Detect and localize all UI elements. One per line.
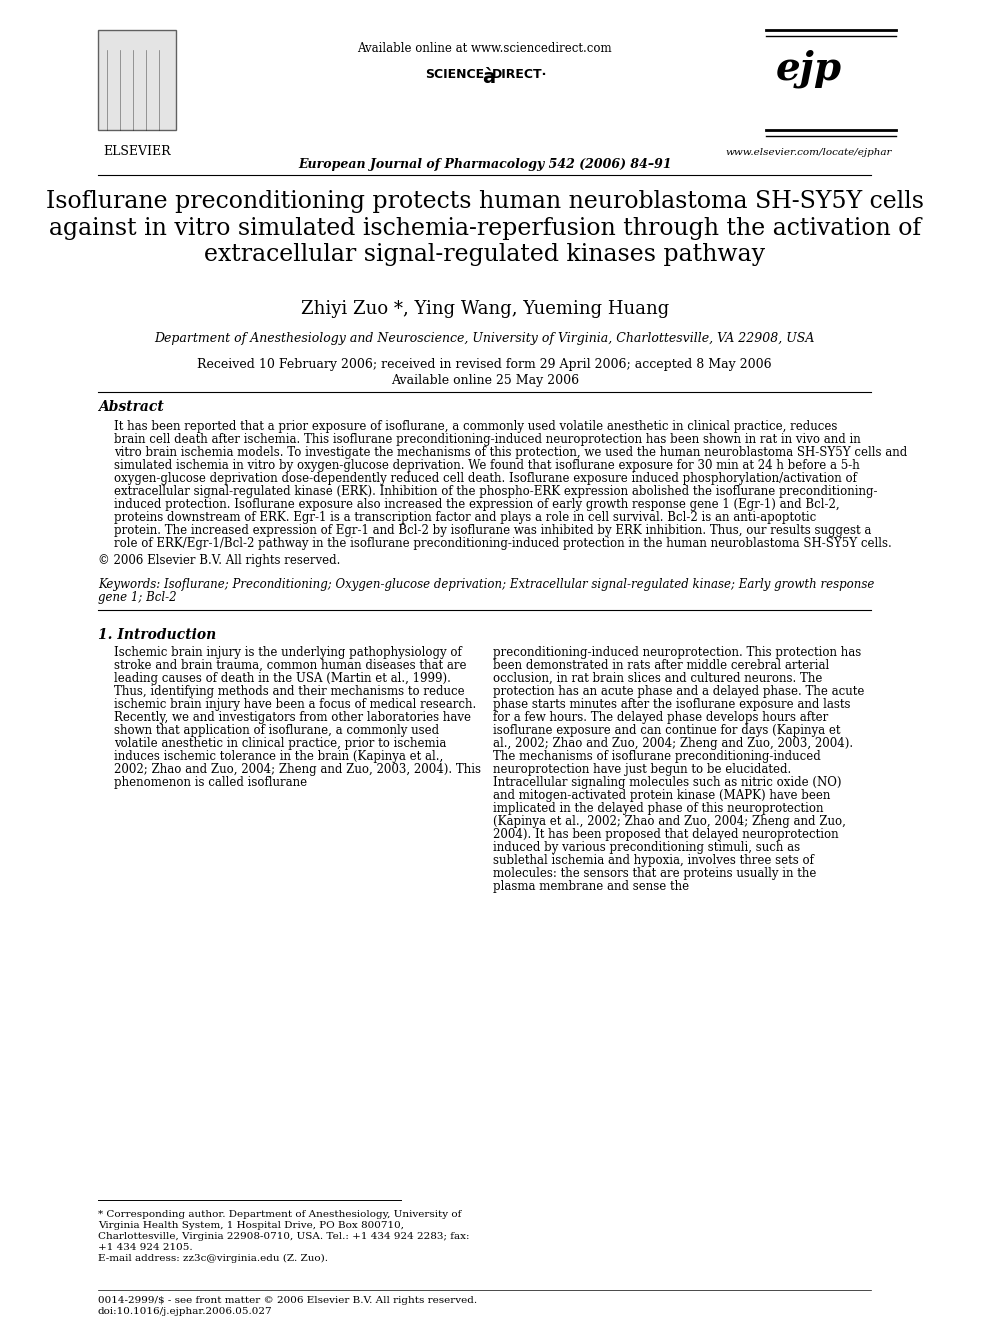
Text: shown that application of isoflurane, a commonly used: shown that application of isoflurane, a … [113,724,438,737]
Text: Recently, we and investigators from other laboratories have: Recently, we and investigators from othe… [113,710,470,724]
Text: Zhiyi Zuo *, Ying Wang, Yueming Huang: Zhiyi Zuo *, Ying Wang, Yueming Huang [301,300,669,318]
Text: SCIENCE: SCIENCE [426,67,485,81]
Text: oxygen-glucose deprivation dose-dependently reduced cell death. Isoflurane expos: oxygen-glucose deprivation dose-dependen… [113,472,856,486]
Text: Keywords: Isoflurane; Preconditioning; Oxygen-glucose deprivation; Extracellular: Keywords: Isoflurane; Preconditioning; O… [98,578,874,591]
Text: implicated in the delayed phase of this neuroprotection: implicated in the delayed phase of this … [493,802,824,815]
Text: 2004). It has been proposed that delayed neuroprotection: 2004). It has been proposed that delayed… [493,828,839,841]
Text: ischemic brain injury have been a focus of medical research.: ischemic brain injury have been a focus … [113,699,476,710]
Text: al., 2002; Zhao and Zuo, 2004; Zheng and Zuo, 2003, 2004).: al., 2002; Zhao and Zuo, 2004; Zheng and… [493,737,853,750]
Text: Virginia Health System, 1 Hospital Drive, PO Box 800710,: Virginia Health System, 1 Hospital Drive… [98,1221,404,1230]
Text: neuroprotection have just begun to be elucidated.: neuroprotection have just begun to be el… [493,763,792,777]
Text: been demonstrated in rats after middle cerebral arterial: been demonstrated in rats after middle c… [493,659,829,672]
Text: occlusion, in rat brain slices and cultured neurons. The: occlusion, in rat brain slices and cultu… [493,672,822,685]
Text: phenomenon is called isoflurane: phenomenon is called isoflurane [113,777,307,789]
Text: Intracellular signaling molecules such as nitric oxide (NO): Intracellular signaling molecules such a… [493,777,842,789]
Text: Isoflurane preconditioning protects human neuroblastoma SH-SY5Y cells
against in: Isoflurane preconditioning protects huma… [46,191,924,266]
Text: protein. The increased expression of Egr-1 and Bcl-2 by isoflurane was inhibited: protein. The increased expression of Egr… [113,524,871,537]
Text: Available online 25 May 2006: Available online 25 May 2006 [391,374,578,388]
Text: leading causes of death in the USA (Martin et al., 1999).: leading causes of death in the USA (Mart… [113,672,450,685]
Text: and mitogen-activated protein kinase (MAPK) have been: and mitogen-activated protein kinase (MA… [493,789,830,802]
Text: The mechanisms of isoflurane preconditioning-induced: The mechanisms of isoflurane preconditio… [493,750,821,763]
Text: It has been reported that a prior exposure of isoflurane, a commonly used volati: It has been reported that a prior exposu… [113,419,837,433]
Text: role of ERK/Egr-1/Bcl-2 pathway in the isoflurane preconditioning-induced protec: role of ERK/Egr-1/Bcl-2 pathway in the i… [113,537,892,550]
Text: induces ischemic tolerance in the brain (Kapinya et al.,: induces ischemic tolerance in the brain … [113,750,442,763]
Text: stroke and brain trauma, common human diseases that are: stroke and brain trauma, common human di… [113,659,466,672]
Text: Available online at www.sciencedirect.com: Available online at www.sciencedirect.co… [357,42,612,56]
Text: Ischemic brain injury is the underlying pathophysiology of: Ischemic brain injury is the underlying … [113,646,461,659]
Text: plasma membrane and sense the: plasma membrane and sense the [493,880,689,893]
Text: * Corresponding author. Department of Anesthesiology, University of: * Corresponding author. Department of An… [98,1211,461,1218]
Text: simulated ischemia in vitro by oxygen-glucose deprivation. We found that isoflur: simulated ischemia in vitro by oxygen-gl… [113,459,859,472]
Text: induced by various preconditioning stimuli, such as: induced by various preconditioning stimu… [493,841,801,855]
Text: 1. Introduction: 1. Introduction [98,628,216,642]
Text: for a few hours. The delayed phase develops hours after: for a few hours. The delayed phase devel… [493,710,828,724]
Text: Abstract: Abstract [98,400,164,414]
Text: doi:10.1016/j.ejphar.2006.05.027: doi:10.1016/j.ejphar.2006.05.027 [98,1307,273,1316]
Text: DIRECT·: DIRECT· [492,67,547,81]
Text: Thus, identifying methods and their mechanisms to reduce: Thus, identifying methods and their mech… [113,685,464,699]
Text: vitro brain ischemia models. To investigate the mechanisms of this protection, w: vitro brain ischemia models. To investig… [113,446,907,459]
Text: brain cell death after ischemia. This isoflurane preconditioning-induced neuropr: brain cell death after ischemia. This is… [113,433,860,446]
Text: induced protection. Isoflurane exposure also increased the expression of early g: induced protection. Isoflurane exposure … [113,497,839,511]
Text: gene 1; Bcl-2: gene 1; Bcl-2 [98,591,177,605]
Text: © 2006 Elsevier B.V. All rights reserved.: © 2006 Elsevier B.V. All rights reserved… [98,554,340,568]
Text: sublethal ischemia and hypoxia, involves three sets of: sublethal ischemia and hypoxia, involves… [493,855,814,867]
Text: +1 434 924 2105.: +1 434 924 2105. [98,1244,192,1252]
Text: www.elsevier.com/locate/ejphar: www.elsevier.com/locate/ejphar [726,148,892,157]
Text: protection has an acute phase and a delayed phase. The acute: protection has an acute phase and a dela… [493,685,865,699]
Text: Charlottesville, Virginia 22908-0710, USA. Tel.: +1 434 924 2283; fax:: Charlottesville, Virginia 22908-0710, US… [98,1232,469,1241]
Text: phase starts minutes after the isoflurane exposure and lasts: phase starts minutes after the isofluran… [493,699,851,710]
Text: à: à [482,67,495,87]
Text: extracellular signal-regulated kinase (ERK). Inhibition of the phospho-ERK expre: extracellular signal-regulated kinase (E… [113,486,877,497]
Text: molecules: the sensors that are proteins usually in the: molecules: the sensors that are proteins… [493,867,816,880]
Text: Department of Anesthesiology and Neuroscience, University of Virginia, Charlotte: Department of Anesthesiology and Neurosc… [155,332,814,345]
Text: preconditioning-induced neuroprotection. This protection has: preconditioning-induced neuroprotection.… [493,646,862,659]
Text: ejp: ejp [776,50,842,89]
Text: 2002; Zhao and Zuo, 2004; Zheng and Zuo, 2003, 2004). This: 2002; Zhao and Zuo, 2004; Zheng and Zuo,… [113,763,480,777]
Text: volatile anesthetic in clinical practice, prior to ischemia: volatile anesthetic in clinical practice… [113,737,446,750]
Text: European Journal of Pharmacology 542 (2006) 84–91: European Journal of Pharmacology 542 (20… [298,157,672,171]
Text: E-mail address: zz3c@virginia.edu (Z. Zuo).: E-mail address: zz3c@virginia.edu (Z. Zu… [98,1254,328,1263]
Text: isoflurane exposure and can continue for days (Kapinya et: isoflurane exposure and can continue for… [493,724,841,737]
Text: (Kapinya et al., 2002; Zhao and Zuo, 2004; Zheng and Zuo,: (Kapinya et al., 2002; Zhao and Zuo, 200… [493,815,846,828]
Text: 0014-2999/$ - see front matter © 2006 Elsevier B.V. All rights reserved.: 0014-2999/$ - see front matter © 2006 El… [98,1297,477,1304]
Text: proteins downstream of ERK. Egr-1 is a transcription factor and plays a role in : proteins downstream of ERK. Egr-1 is a t… [113,511,815,524]
Text: Received 10 February 2006; received in revised form 29 April 2006; accepted 8 Ma: Received 10 February 2006; received in r… [197,359,772,370]
Text: ELSEVIER: ELSEVIER [103,146,171,157]
Bar [98,30,176,130]
